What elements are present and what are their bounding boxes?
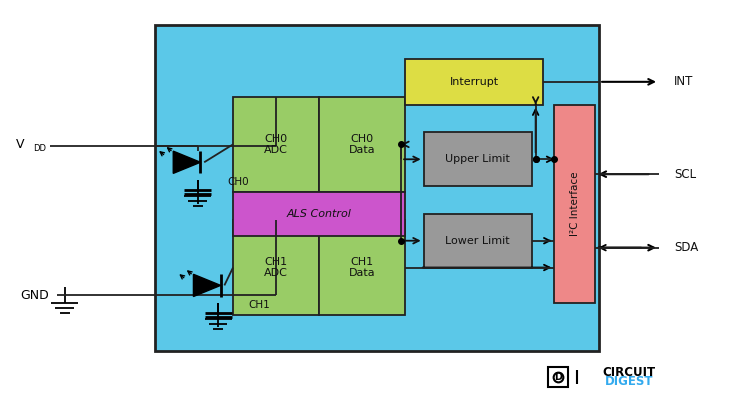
Text: CH0
ADC: CH0 ADC bbox=[264, 134, 288, 155]
Polygon shape bbox=[173, 151, 200, 173]
Bar bbox=[424, 214, 532, 268]
Text: DD: DD bbox=[33, 144, 46, 153]
Bar bbox=[405, 59, 543, 105]
Text: DIGEST: DIGEST bbox=[604, 375, 653, 388]
Bar bbox=[424, 132, 532, 186]
Bar bbox=[233, 97, 319, 192]
Text: CH1: CH1 bbox=[248, 300, 270, 310]
Text: CH0: CH0 bbox=[228, 177, 250, 187]
Polygon shape bbox=[194, 274, 220, 296]
Bar bbox=[319, 97, 405, 192]
Bar bbox=[319, 220, 405, 315]
Text: CIRCUIT: CIRCUIT bbox=[602, 366, 656, 379]
Text: SCL: SCL bbox=[674, 168, 696, 181]
Bar bbox=[154, 25, 599, 351]
Text: CH0
Data: CH0 Data bbox=[349, 134, 375, 155]
Text: CH1
Data: CH1 Data bbox=[349, 257, 375, 278]
Text: D: D bbox=[554, 372, 562, 382]
Bar bbox=[554, 105, 596, 303]
Text: Lower Limit: Lower Limit bbox=[446, 236, 510, 246]
Bar bbox=[233, 192, 405, 236]
Bar bbox=[233, 220, 319, 315]
Text: V: V bbox=[16, 138, 25, 151]
Text: INT: INT bbox=[674, 75, 693, 88]
Text: CH1
ADC: CH1 ADC bbox=[264, 257, 288, 278]
Text: Upper Limit: Upper Limit bbox=[446, 154, 510, 164]
Text: SDA: SDA bbox=[674, 241, 698, 254]
Text: Interrupt: Interrupt bbox=[449, 77, 499, 87]
Text: ALS Control: ALS Control bbox=[286, 209, 352, 219]
Text: I²C Interface: I²C Interface bbox=[570, 172, 580, 236]
Text: GND: GND bbox=[20, 289, 49, 302]
